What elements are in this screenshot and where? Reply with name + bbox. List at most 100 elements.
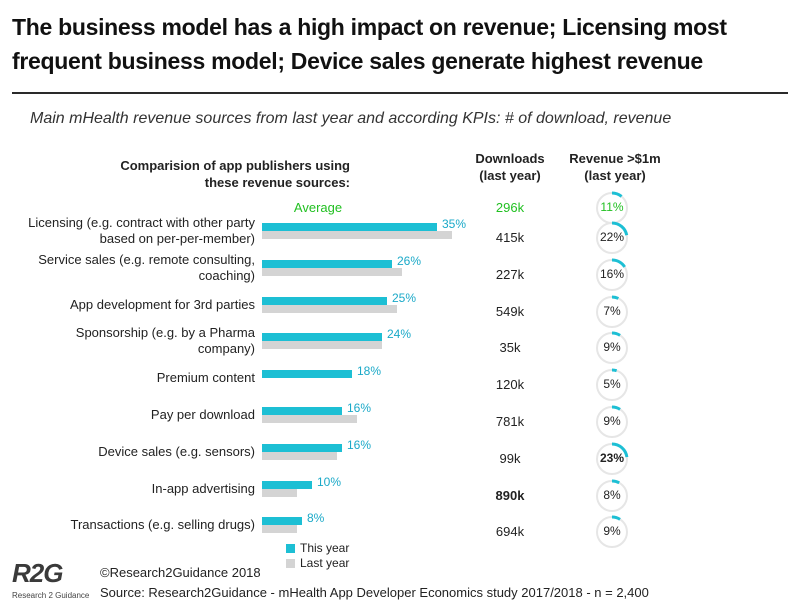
bar-this-year — [262, 407, 342, 415]
revenue-ring-svg — [596, 368, 628, 402]
bar-this-year — [262, 443, 342, 452]
revenue-ring-svg — [596, 331, 628, 365]
average-ring-arc — [611, 191, 623, 198]
average-label: Average — [293, 200, 343, 215]
bar-value-label: 35% — [442, 217, 467, 231]
bar-this-year — [262, 517, 302, 526]
bar-value-label: 24% — [387, 327, 412, 342]
revenue-ring-arc — [611, 368, 618, 373]
logo-subtext: Research 2 Guidance — [12, 591, 90, 600]
bar-value-label: 26% — [397, 253, 422, 268]
revenue-label: 9% — [603, 340, 621, 355]
revenue-ring-svg — [596, 295, 628, 328]
category-label: Device sales (e.g. sensors) — [10, 444, 255, 460]
category-label-line: Pay per download — [150, 407, 255, 422]
revenue-header-line2: (last year) — [584, 168, 646, 183]
downloads-value: 694k — [495, 524, 525, 540]
bar-this-year — [262, 223, 437, 231]
legend-last-year-swatch — [286, 559, 295, 568]
revenue-ring-arc — [611, 295, 620, 300]
bar-this-year — [262, 333, 382, 342]
revenue-label: 7% — [603, 303, 621, 318]
average-downloads: 296k — [495, 200, 525, 215]
comparison-header-line1: Comparision of app publishers using — [120, 158, 350, 173]
bar-this-year — [262, 296, 387, 305]
revenue-ring: 8% — [594, 478, 630, 514]
average-revenue-label: 11% — [600, 200, 624, 214]
legend-last-year-label: Last year — [300, 556, 350, 570]
revenue-label: 23% — [599, 450, 625, 465]
category-label-line: Device sales (e.g. sensors) — [98, 443, 255, 459]
revenue-ring: 5% — [594, 367, 630, 403]
revenue-ring-svg — [596, 479, 628, 512]
downloads-value: 549k — [495, 303, 525, 319]
revenue-label: 5% — [603, 377, 621, 392]
downloads-value: 227k — [495, 266, 525, 282]
bar-last-year — [262, 415, 357, 423]
category-label-line: company) — [197, 341, 255, 357]
category-label-line: Sponsorship (e.g. by a Pharma — [75, 325, 255, 341]
copyright-text: ©Research2Guidance 2018 — [100, 565, 261, 580]
category-label: Transactions (e.g. selling drugs) — [10, 517, 256, 533]
bar-value-label: 16% — [347, 401, 372, 415]
downloads-header-line1: Downloads — [475, 151, 545, 166]
category-label-line: Service sales (e.g. remote consulting, — [38, 251, 255, 267]
revenue-ring: 7% — [594, 294, 630, 330]
revenue-ring: 9% — [594, 404, 630, 440]
bar-last-year — [262, 488, 297, 497]
revenue-ring-arc — [611, 221, 629, 236]
revenue-label: 9% — [603, 414, 621, 428]
bar-value-label: 18% — [357, 364, 382, 379]
page-title: The business model has a high impact on … — [12, 14, 727, 74]
r2g-logo: R2G Research 2 Guidance — [12, 558, 89, 604]
chart-subtitle: Main mHealth revenue sources from last y… — [30, 110, 672, 127]
bar-value-label: 25% — [392, 290, 417, 305]
revenue-ring: 22% — [594, 220, 630, 256]
revenue-ring-arc — [611, 405, 621, 411]
category-label: Pay per download — [10, 407, 255, 423]
category-label-line: based on per-per-member) — [99, 231, 255, 246]
revenue-ring-svg — [596, 515, 628, 549]
legend-this-year-label: This year — [300, 541, 350, 555]
category-label: App development for 3rd parties — [10, 297, 255, 313]
comparison-header: Comparision of app publishers using thes… — [110, 157, 350, 191]
bar-this-year — [262, 480, 312, 489]
category-label: Premium content — [10, 370, 255, 386]
downloads-header: Downloads (last year) — [460, 150, 560, 184]
downloads-value: 415k — [495, 230, 525, 245]
revenue-ring: 16% — [594, 257, 630, 293]
revenue-label: 22% — [599, 230, 625, 244]
category-label-line: In-app advertising — [151, 480, 255, 496]
revenue-label: 9% — [603, 524, 621, 539]
category-label: Licensing (e.g. contract with other part… — [10, 215, 255, 247]
bar-this-year — [262, 370, 352, 379]
revenue-ring: 9% — [594, 514, 630, 550]
category-label-line: Premium content — [156, 370, 255, 386]
legend-this-year-swatch — [286, 544, 295, 553]
bar-this-year — [262, 259, 392, 268]
bar-last-year — [262, 304, 397, 313]
revenue-ring-svg — [596, 442, 629, 475]
downloads-value: 35k — [499, 340, 521, 356]
downloads-value: 890k — [495, 487, 525, 503]
downloads-value: 781k — [495, 414, 525, 429]
revenue-ring-arc — [611, 479, 620, 484]
revenue-ring-arc — [611, 515, 621, 522]
category-label-line: Licensing (e.g. contract with other part… — [28, 215, 255, 230]
bar-value-label: 8% — [307, 511, 325, 526]
bar-last-year — [262, 267, 402, 276]
revenue-ring: 9% — [594, 330, 630, 366]
downloads-value: 99k — [499, 450, 521, 466]
revenue-header-line1: Revenue >$1m — [569, 151, 661, 166]
downloads-value: 120k — [495, 377, 525, 393]
title-rule — [12, 92, 788, 94]
category-label-line: App development for 3rd parties — [70, 296, 255, 312]
category-label: Sponsorship (e.g. by a Pharma company) — [10, 325, 255, 357]
category-label-line: coaching) — [198, 267, 255, 283]
bar-value-label: 16% — [347, 437, 372, 452]
revenue-ring-arc — [611, 331, 621, 338]
downloads-header-line2: (last year) — [479, 168, 541, 183]
comparison-header-line2: these revenue sources: — [204, 175, 350, 190]
bar-last-year — [262, 525, 297, 534]
bar-value-label: 10% — [317, 474, 342, 489]
